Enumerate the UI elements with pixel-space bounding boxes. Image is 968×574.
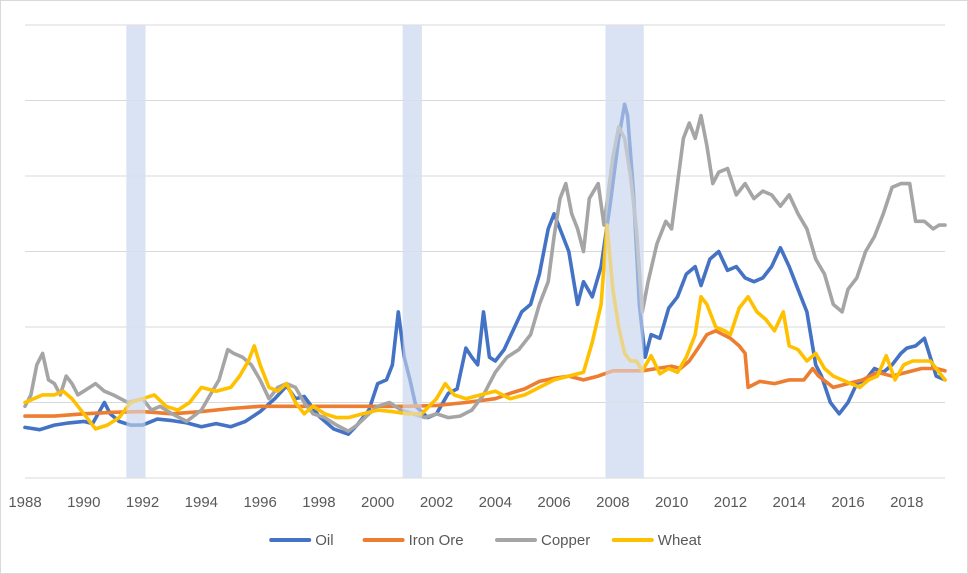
recession-band-overlay-3 <box>605 25 644 478</box>
legend-label-wheat: Wheat <box>658 532 702 549</box>
legend-label-oil: Oil <box>315 532 333 549</box>
series-line-iron-ore <box>23 329 947 418</box>
x-tick-label: 2002 <box>420 494 453 511</box>
x-tick-label: 1988 <box>8 494 41 511</box>
x-tick-label: 1990 <box>67 494 100 511</box>
recession-band-overlay-2 <box>402 25 422 478</box>
x-tick-label: 1998 <box>302 494 335 511</box>
legend-item-copper: Copper <box>495 532 590 549</box>
x-tick-label: 2000 <box>361 494 394 511</box>
recession-band-overlay-1 <box>126 25 146 478</box>
legend-label-copper: Copper <box>541 532 590 549</box>
x-tick-label: 1996 <box>243 494 276 511</box>
x-tick-label: 2012 <box>714 494 747 511</box>
series-line-wheat <box>23 223 947 431</box>
series-line-oil <box>23 102 947 436</box>
x-tick-label: 2014 <box>773 494 806 511</box>
x-tick-label: 1992 <box>126 494 159 511</box>
x-tick-label: 2016 <box>831 494 864 511</box>
x-tick-label: 2008 <box>596 494 629 511</box>
legend-item-iron-ore: Iron Ore <box>362 532 464 549</box>
legend-label-iron-ore: Iron Ore <box>409 532 464 549</box>
x-axis-tick-labels: 1988 1990 1992 1994 1996 1998 2000 2002 2004 2006… <box>8 494 923 511</box>
x-tick-label: 2006 <box>537 494 570 511</box>
legend: Oil Iron Ore Copper Wheat <box>269 532 702 549</box>
series-line-copper <box>23 113 947 433</box>
legend-item-wheat: Wheat <box>611 532 702 549</box>
x-tick-label: 2010 <box>655 494 688 511</box>
x-tick-label: 1994 <box>185 494 218 511</box>
x-tick-label: 2018 <box>890 494 923 511</box>
series-lines <box>23 25 947 478</box>
x-tick-label: 2004 <box>479 494 512 511</box>
legend-item-oil: Oil <box>269 532 334 549</box>
